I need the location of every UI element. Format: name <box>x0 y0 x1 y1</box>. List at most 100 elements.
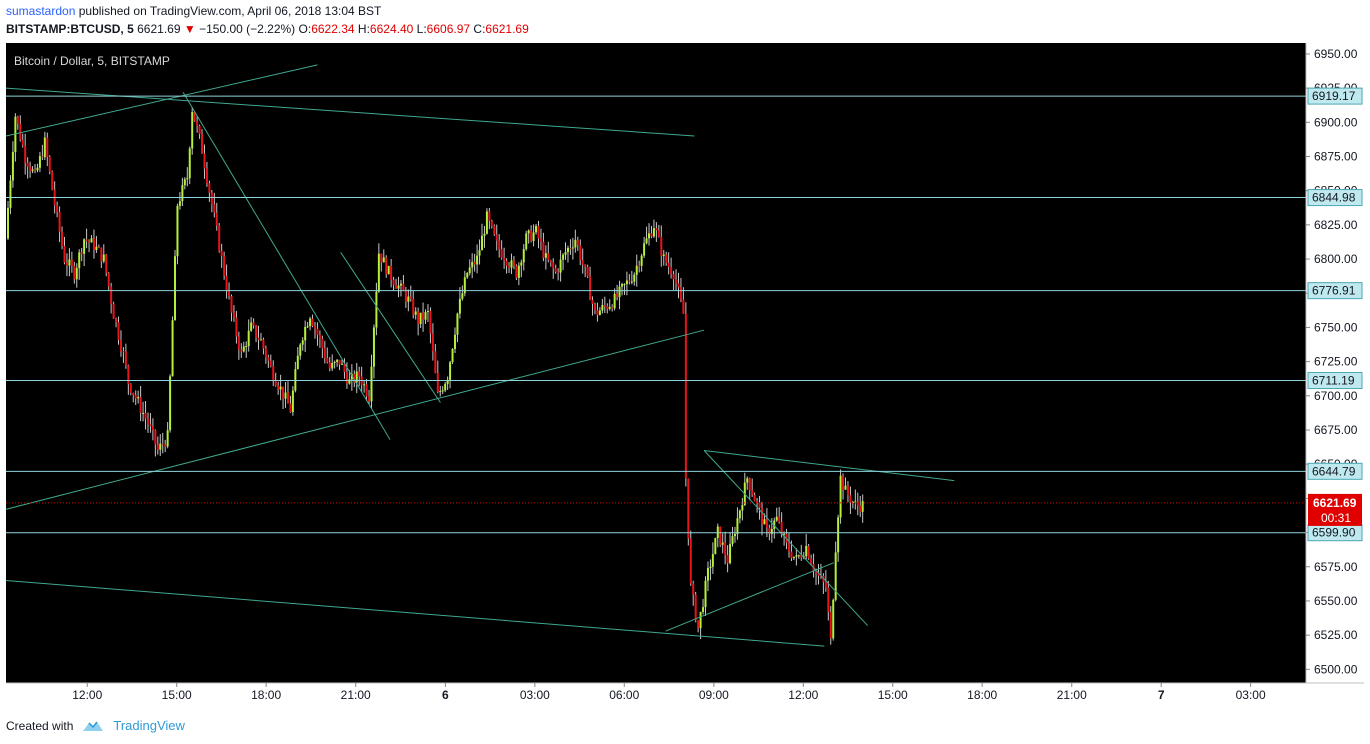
candle-body <box>689 538 692 584</box>
candle-body <box>191 112 194 149</box>
x-tick-label: 15:00 <box>162 688 192 702</box>
candle-body <box>424 311 427 320</box>
candle-body <box>174 256 177 321</box>
candle-body <box>805 545 808 557</box>
candle-body <box>854 501 857 503</box>
footer: Created with TradingView <box>6 718 185 733</box>
candle-body <box>564 252 567 255</box>
last-price-text: 6621.69 <box>137 22 181 36</box>
candle-body <box>466 272 469 278</box>
candle-body <box>100 247 103 262</box>
candle-body <box>584 264 587 267</box>
candle-body <box>286 392 289 404</box>
candle-body <box>277 385 280 390</box>
candle-body <box>169 376 172 431</box>
candle-body <box>166 430 169 447</box>
candle-body <box>557 271 560 273</box>
candle-body <box>245 346 248 348</box>
author-link[interactable]: sumastardon <box>6 4 76 18</box>
candle-body <box>188 148 191 179</box>
candle-body <box>650 233 653 237</box>
tradingview-link[interactable]: TradingView <box>113 718 185 733</box>
candle-body <box>70 259 73 266</box>
candle-body <box>456 313 459 335</box>
candle-body <box>186 178 189 180</box>
candle-body <box>154 430 157 445</box>
candle-body <box>345 371 348 384</box>
candle-body <box>262 339 265 349</box>
time-axis <box>6 683 1364 707</box>
candle-body <box>316 328 319 335</box>
trendline <box>340 251 441 403</box>
candle-body <box>142 412 145 414</box>
last-price-label: 6621.69 <box>1313 496 1357 510</box>
candle-body <box>235 317 238 337</box>
candle-body <box>436 372 439 392</box>
candle-body <box>775 516 778 521</box>
candle-body <box>149 424 152 427</box>
candle-body <box>657 230 660 237</box>
candle-body <box>539 238 542 242</box>
candle-body <box>29 166 32 172</box>
candle-body <box>613 293 616 309</box>
level-price-label: 6711.19 <box>1312 374 1355 388</box>
candle-body <box>65 262 68 266</box>
candle-body <box>832 599 835 639</box>
low-label: L: <box>416 22 427 36</box>
candle-body <box>724 542 727 556</box>
x-tick-label: 18:00 <box>967 688 997 702</box>
candle-body <box>105 254 108 273</box>
candle-body <box>667 263 670 267</box>
candle-body <box>358 371 361 377</box>
candle-body <box>682 299 685 314</box>
trendline <box>182 91 391 440</box>
candle-body <box>603 304 606 307</box>
candle-body <box>527 230 530 234</box>
candle-body <box>75 268 78 280</box>
candle-body <box>655 228 658 231</box>
level-price-label: 6919.17 <box>1312 89 1356 103</box>
candle-body <box>43 137 46 158</box>
candle-body <box>370 366 373 402</box>
candle-body <box>476 255 479 265</box>
level-price-tag <box>1307 282 1363 300</box>
candle-body <box>765 519 768 528</box>
candle-body <box>535 225 538 233</box>
candle-body <box>395 284 398 289</box>
candle-body <box>795 555 798 557</box>
candle-body <box>34 169 37 171</box>
candle-body <box>407 296 410 302</box>
candle-body <box>255 325 258 338</box>
candle-body <box>257 337 260 340</box>
level-price-label: 6644.79 <box>1312 464 1356 478</box>
candle-body <box>842 475 845 490</box>
candle-body <box>451 348 454 363</box>
candle-body <box>807 545 810 559</box>
level-price-tag <box>1307 462 1363 480</box>
candle-body <box>26 162 29 167</box>
chart-container[interactable]: 6500.006525.006550.006575.006600.006625.… <box>5 43 1364 707</box>
price-chart[interactable]: 6500.006525.006550.006575.006600.006625.… <box>5 43 1364 707</box>
candle-body <box>485 211 488 234</box>
candle-body <box>520 262 523 266</box>
candle-body <box>503 257 506 261</box>
candle-body <box>95 246 98 251</box>
candle-body <box>58 211 61 232</box>
candle-body <box>368 396 371 402</box>
candle-body <box>380 253 383 263</box>
candle-body <box>729 543 732 564</box>
candle-body <box>250 322 253 331</box>
candle-body <box>350 374 353 380</box>
candle-body <box>645 238 648 244</box>
candle-body <box>726 555 729 564</box>
candle-body <box>515 265 518 278</box>
open-label: O: <box>298 22 312 36</box>
candle-body <box>291 390 294 413</box>
candle-body <box>196 121 199 126</box>
trendline <box>703 450 869 626</box>
candle-body <box>132 392 135 396</box>
candle-body <box>117 322 120 340</box>
candle-body <box>85 239 88 241</box>
candle-body <box>512 260 515 266</box>
candle-body <box>409 296 412 299</box>
